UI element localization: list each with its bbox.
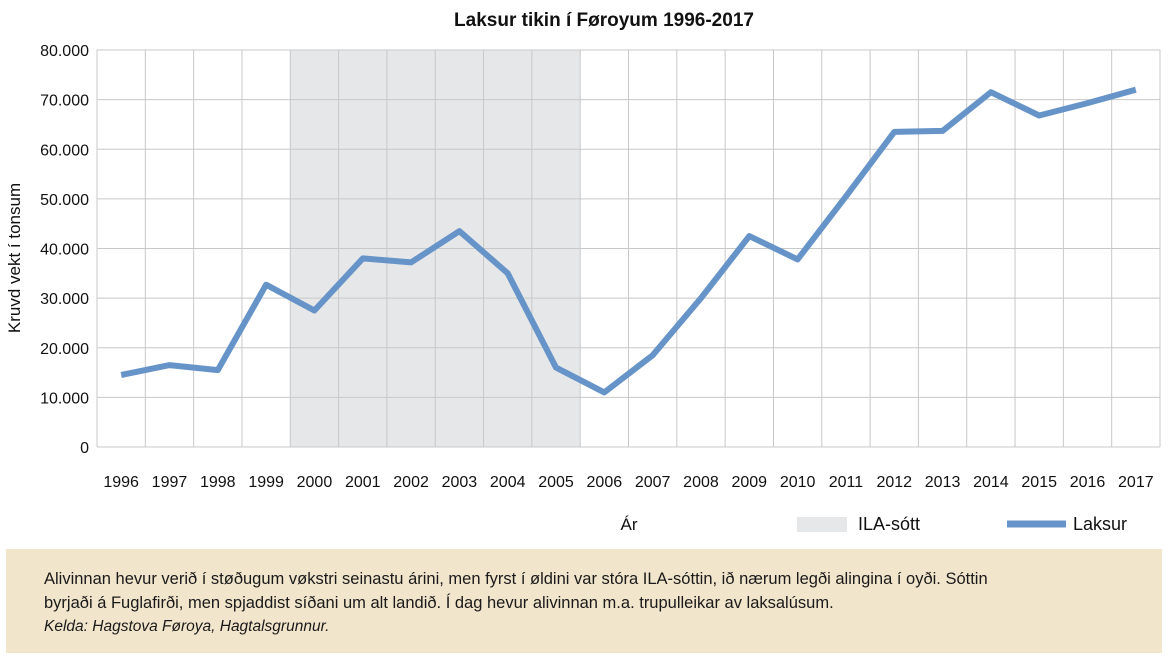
series-line-laksur — [120, 86, 1137, 396]
y-tick-label: 10.000 — [40, 390, 89, 407]
legend-swatch-ila — [797, 517, 847, 532]
x-tick-label: 2003 — [442, 474, 478, 491]
x-tick-label: 2005 — [538, 474, 574, 491]
x-tick-label: 1996 — [103, 474, 139, 491]
x-tick-label: 2008 — [683, 474, 719, 491]
x-tick-label: 1999 — [248, 474, 284, 491]
x-tick-label: 2002 — [393, 474, 429, 491]
x-tick-label: 1998 — [200, 474, 236, 491]
caption-line-2: byrjaði á Fuglafirði, men spjaddist síða… — [44, 594, 834, 612]
x-tick-label: 2012 — [876, 474, 912, 491]
chart: 0 10.000 20.000 30.000 40.000 50.000 60.000 70.… — [5, 10, 1161, 534]
x-tick-label: 2010 — [780, 474, 816, 491]
x-tick-label: 2000 — [297, 474, 333, 491]
x-tick-label: 1997 — [152, 474, 188, 491]
x-tick-label: 2001 — [345, 474, 381, 491]
legend-label-ila: ILA-sótt — [858, 514, 920, 534]
x-tick-label: 2006 — [587, 474, 623, 491]
x-tick-label: 2016 — [1070, 474, 1106, 491]
y-tick-label: 20.000 — [40, 341, 89, 358]
x-tick-label: 2013 — [925, 474, 961, 491]
caption-source: Kelda: Hagstova Føroya, Hagtalsgrunnur. — [44, 618, 330, 635]
x-tick-label: 2004 — [490, 474, 526, 491]
caption-line-1: Alivinnan hevur verið í støðugum vøkstri… — [44, 570, 988, 588]
y-axis-label: Kruvd vekt í tonsum — [5, 183, 24, 333]
y-tick-label: 70.000 — [40, 93, 89, 110]
y-tick-label: 60.000 — [40, 142, 89, 159]
y-tick-label: 30.000 — [40, 291, 89, 308]
y-tick-label: 0 — [80, 440, 89, 457]
grid-layer — [96, 49, 1161, 448]
y-tick-label: 50.000 — [40, 192, 89, 209]
x-tick-label: 2017 — [1118, 474, 1154, 491]
x-tick-label: 2009 — [731, 474, 767, 491]
x-axis-label: Ár — [621, 515, 638, 534]
series-layer — [120, 86, 1137, 396]
y-tick-label: 40.000 — [40, 242, 89, 259]
label-layer: 0 10.000 20.000 30.000 40.000 50.000 60.000 70.… — [40, 43, 1154, 491]
chart-title: Laksur tikin í Føroyum 1996-2017 — [454, 10, 754, 31]
x-tick-label: 2007 — [635, 474, 671, 491]
caption-box: Alivinnan hevur verið í støðugum vøkstri… — [6, 549, 1162, 653]
y-tick-label: 80.000 — [40, 43, 89, 60]
x-tick-label: 2014 — [973, 474, 1009, 491]
legend-label-laksur: Laksur — [1073, 514, 1127, 534]
x-tick-label: 2011 — [829, 474, 864, 491]
x-tick-label: 2015 — [1021, 474, 1057, 491]
